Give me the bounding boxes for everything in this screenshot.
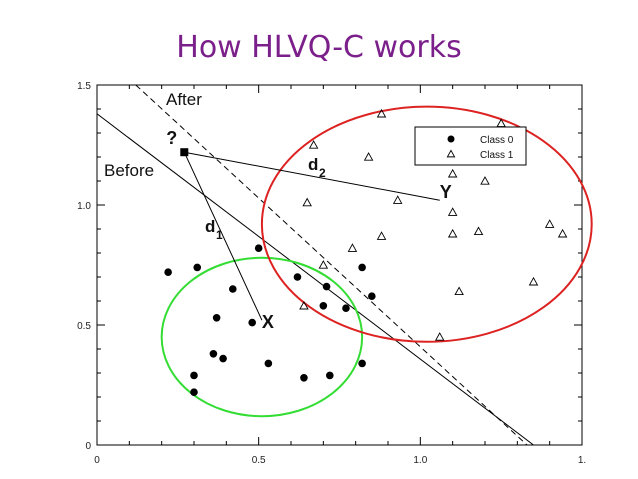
- class-1-point: [376, 108, 387, 118]
- legend-marker-triangle: [446, 149, 456, 158]
- legend-box: [414, 126, 527, 166]
- class-0-point: [254, 244, 263, 252]
- boundary-label: After: [166, 90, 202, 109]
- class-0-point: [368, 292, 376, 301]
- region-ellipse: [160, 256, 364, 418]
- class-1-point: [308, 140, 319, 149]
- class-0-point: [293, 273, 302, 281]
- class-1-point: [544, 219, 555, 228]
- class-1-point: [473, 226, 484, 236]
- class-1-point: [557, 228, 568, 238]
- class-1-point: [454, 286, 464, 296]
- class-1-point: [528, 276, 539, 286]
- legend: Class 0 Class 1: [414, 126, 527, 166]
- prototype-label: X: [262, 312, 274, 332]
- distance-label: d: [308, 155, 318, 174]
- y-tick-label: 1.0: [77, 201, 91, 212]
- legend-marker-circle: [447, 135, 455, 143]
- class-1-point: [434, 332, 445, 341]
- class-1-point: [447, 228, 458, 238]
- slide-title: How HLVQ-C works: [176, 30, 462, 65]
- class-0-point: [229, 285, 237, 293]
- y-tick-label: 1.5: [77, 81, 91, 92]
- boundary-line-after: [135, 85, 528, 445]
- query-point: [180, 148, 189, 157]
- class-0-point: [358, 359, 366, 368]
- class-1-point: [480, 176, 490, 185]
- prototype-label: Y: [440, 182, 452, 202]
- y-tick-label: 0.5: [77, 321, 91, 332]
- legend-label: Class 0: [480, 135, 514, 146]
- class-0-point: [219, 354, 227, 363]
- class-1-point: [376, 231, 387, 240]
- distance-label-subscript: 2: [319, 166, 326, 180]
- x-tick-label: 0.5: [252, 455, 266, 466]
- class-0-point: [322, 282, 331, 291]
- class-0-point: [300, 374, 308, 382]
- boundary-label: Before: [104, 161, 154, 180]
- class-0-point: [319, 302, 328, 310]
- class-1-point: [447, 168, 458, 178]
- data-points: [164, 108, 568, 397]
- x-tick-label: 1.0: [413, 455, 427, 466]
- class-1-point: [392, 195, 403, 204]
- x-tick-label: 0: [94, 455, 100, 466]
- axis-ticks: 0 0.5 1.0 1.00.51.01.5: [77, 81, 586, 466]
- x-tick-label: 1.: [578, 455, 586, 466]
- decision-boundaries: [97, 85, 534, 445]
- class-0-point: [212, 314, 221, 322]
- distance-line: [184, 151, 440, 201]
- class-0-point: [358, 263, 366, 272]
- class-0-point: [326, 371, 334, 380]
- class-1-point: [363, 152, 374, 161]
- distance-label-subscript: 1: [216, 228, 223, 242]
- class-0-point: [193, 263, 202, 272]
- class-1-point: [302, 197, 312, 207]
- region-ellipse: [260, 105, 593, 343]
- y-tick-label: 0: [85, 441, 91, 452]
- class-0-point: [190, 371, 198, 380]
- distance-line: [183, 151, 263, 321]
- class-1-point: [318, 260, 329, 269]
- distance-label: d: [205, 217, 215, 236]
- class-0-point: [248, 318, 256, 327]
- class-0-point: [209, 350, 218, 358]
- legend-label: Class 1: [480, 150, 514, 161]
- distance-lines: [183, 151, 440, 321]
- class-1-point: [299, 300, 309, 310]
- class-0-point: [342, 304, 350, 313]
- class-1-point: [447, 207, 458, 216]
- class-regions: [160, 105, 593, 418]
- class-0-point: [190, 388, 198, 397]
- class-0-point: [164, 268, 172, 277]
- class-0-point: [264, 359, 273, 368]
- class-1-point: [347, 243, 358, 252]
- query-label: ?: [166, 128, 177, 148]
- boundary-line-before: [97, 113, 534, 445]
